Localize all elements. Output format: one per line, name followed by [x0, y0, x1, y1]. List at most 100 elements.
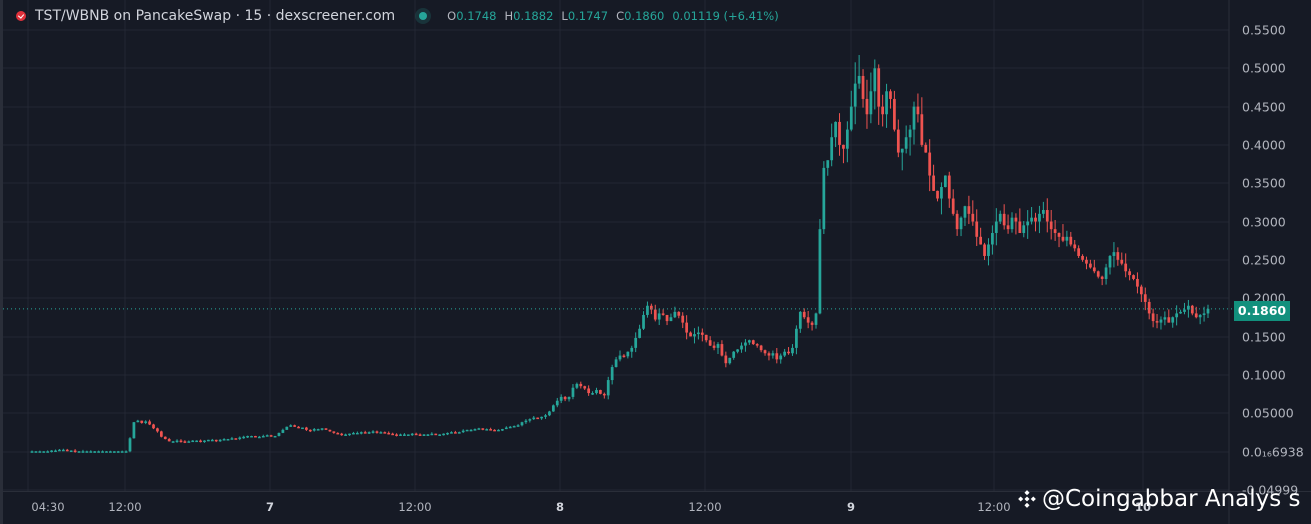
- candle: [1198, 314, 1202, 318]
- candle: [187, 441, 191, 443]
- candle: [928, 152, 932, 176]
- candle: [912, 106, 916, 130]
- candle: [779, 355, 783, 360]
- candle: [1147, 301, 1151, 314]
- candle: [230, 438, 234, 440]
- candle: [826, 160, 830, 168]
- candle: [728, 357, 732, 364]
- candle: [316, 429, 320, 431]
- candle: [191, 440, 195, 443]
- candle: [657, 313, 661, 320]
- candle: [975, 221, 979, 237]
- candle: [387, 432, 391, 435]
- time-tick-label: 12:00: [977, 500, 1011, 514]
- candle: [391, 433, 395, 436]
- candle: [395, 434, 398, 436]
- candle: [426, 434, 430, 436]
- candle: [203, 440, 206, 443]
- price-tick-label: 0.0₁₆6938: [1242, 444, 1304, 460]
- candle: [1132, 275, 1135, 279]
- candle: [916, 106, 920, 115]
- ohlc-close: C0.1860: [616, 9, 665, 23]
- ohlc-change: 0.01119 (+6.41%): [672, 9, 779, 23]
- price-tick-label: 0.1000: [1242, 367, 1286, 383]
- price-tick-label: 0.5500: [1242, 22, 1286, 38]
- candle: [301, 427, 304, 430]
- candle: [77, 451, 81, 453]
- candle: [1159, 319, 1163, 323]
- candle: [120, 451, 124, 453]
- candle: [163, 436, 167, 440]
- candle: [50, 450, 53, 453]
- candle: [520, 422, 524, 426]
- time-axis-divider: [0, 491, 1311, 492]
- candle: [446, 432, 449, 435]
- candle: [1202, 313, 1206, 315]
- chart-header: TST/WBNB on PancakeSwap · 15 · dexscreen…: [0, 0, 779, 32]
- candle: [685, 322, 689, 333]
- candle: [497, 429, 500, 432]
- candle: [932, 175, 935, 191]
- candle: [406, 434, 410, 436]
- candle: [548, 411, 551, 416]
- candle: [1206, 308, 1210, 314]
- price-tick-label: -0.04999: [1242, 482, 1299, 498]
- candle: [1112, 252, 1116, 256]
- candle: [344, 434, 347, 436]
- candle: [367, 432, 371, 434]
- candle: [128, 438, 132, 452]
- candle: [281, 429, 285, 433]
- price-tick-label: 0.3000: [1242, 214, 1286, 230]
- candle: [951, 198, 955, 214]
- candle: [673, 311, 677, 318]
- candle: [336, 432, 340, 435]
- candle: [363, 432, 367, 434]
- candle: [900, 148, 904, 153]
- candle: [438, 434, 442, 436]
- candle: [740, 345, 743, 350]
- candle: [947, 175, 951, 199]
- candle: [297, 426, 300, 429]
- candle: [1190, 305, 1194, 314]
- candle: [798, 311, 802, 329]
- candle: [1089, 263, 1092, 268]
- candle: [359, 432, 363, 434]
- candle: [1175, 313, 1179, 318]
- candle: [712, 345, 716, 348]
- candle: [469, 429, 473, 432]
- candle: [352, 432, 355, 435]
- candle: [418, 434, 422, 436]
- candle: [167, 439, 171, 442]
- candle: [1143, 294, 1147, 302]
- price-tick-label: 0.1500: [1242, 329, 1286, 345]
- candle: [1194, 313, 1198, 318]
- candle: [457, 432, 461, 434]
- candle: [591, 393, 594, 395]
- candle: [857, 75, 861, 84]
- candle: [744, 342, 747, 346]
- candle: [524, 420, 528, 423]
- candle: [1049, 221, 1053, 230]
- candle: [332, 431, 336, 433]
- candle: [399, 434, 402, 436]
- candle: [971, 213, 975, 222]
- candle: [889, 91, 892, 99]
- candle: [649, 305, 653, 310]
- candle: [1006, 225, 1010, 230]
- candle: [308, 429, 312, 432]
- price-tick-label: 0.3500: [1242, 175, 1286, 191]
- candle: [763, 350, 767, 354]
- candle: [489, 429, 493, 431]
- candle: [536, 417, 540, 420]
- candle: [442, 433, 445, 436]
- candle: [1187, 305, 1190, 310]
- candle: [516, 425, 520, 427]
- candle: [453, 432, 457, 434]
- candle: [1124, 263, 1128, 272]
- candle: [924, 144, 928, 153]
- candle: [559, 396, 563, 401]
- candle: [579, 383, 583, 387]
- watermark-text: @Coingabbar Analys s: [1042, 486, 1301, 512]
- candle: [587, 388, 591, 394]
